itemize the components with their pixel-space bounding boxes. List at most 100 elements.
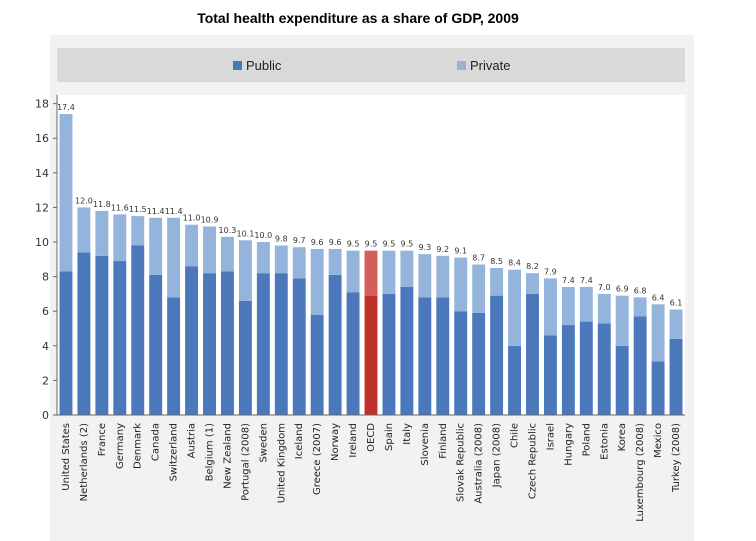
category-label: United States <box>61 423 72 491</box>
bar-public <box>149 274 163 415</box>
total-label: 11.4 <box>147 207 165 216</box>
bar-public <box>274 273 288 415</box>
bar-private <box>454 257 468 312</box>
total-label: 10.9 <box>201 215 219 224</box>
total-label: 6.9 <box>616 285 629 294</box>
category-label: Germany <box>115 423 126 469</box>
bar-public <box>579 321 593 415</box>
category-label: Korea <box>617 423 628 451</box>
total-label: 10.3 <box>219 226 237 235</box>
bar-private <box>400 250 414 287</box>
category-label: Czech Republic <box>527 423 538 499</box>
bar-private <box>508 269 522 346</box>
total-label: 6.1 <box>670 298 683 307</box>
bar-public <box>292 278 306 415</box>
total-label: 7.0 <box>598 283 611 292</box>
bar-private <box>113 214 127 262</box>
bar-private <box>274 245 288 274</box>
bar-private <box>238 240 252 301</box>
bar-private <box>633 297 647 317</box>
bar-public <box>597 323 611 415</box>
total-label: 9.3 <box>418 243 431 252</box>
category-label: Belgium (1) <box>205 423 216 481</box>
bar-public <box>669 338 683 415</box>
category-label: Norway <box>330 423 341 461</box>
bar-private <box>203 226 216 274</box>
category-label: Israel <box>545 423 556 450</box>
category-label: Australia (2008) <box>474 423 485 504</box>
legend-swatch-public <box>233 61 242 70</box>
bar-private <box>490 267 504 296</box>
bar-public <box>185 266 199 415</box>
total-label: 11.5 <box>129 205 147 214</box>
category-label: New Zealand <box>222 423 233 489</box>
bar-private <box>131 216 145 246</box>
bar-private <box>185 224 199 267</box>
y-tick-label: 0 <box>42 409 49 422</box>
y-tick-label: 4 <box>42 340 49 353</box>
y-tick-label: 6 <box>42 305 49 318</box>
total-label: 10.1 <box>236 229 254 238</box>
legend: Public Private <box>57 48 685 82</box>
category-label: Italy <box>402 423 413 445</box>
total-label: 7.4 <box>562 276 575 285</box>
total-label: 9.5 <box>383 240 396 249</box>
bar-public <box>651 361 665 415</box>
bar-private <box>149 217 163 275</box>
total-label: 10.0 <box>254 231 272 240</box>
y-tick-label: 14 <box>35 167 49 180</box>
y-tick-label: 8 <box>42 271 49 284</box>
bar-private <box>346 250 360 293</box>
legend-label-public: Public <box>246 58 282 73</box>
bar-public <box>167 297 181 415</box>
category-label: Spain <box>384 423 395 451</box>
bar-public <box>328 274 342 415</box>
category-label: Turkey (2008) <box>671 423 682 493</box>
category-label: Chile <box>510 423 521 448</box>
category-label: Slovenia <box>420 423 431 466</box>
bar-private <box>59 114 73 272</box>
category-label: Netherlands (2) <box>79 423 90 501</box>
total-label: 6.8 <box>634 286 647 295</box>
bar-private <box>436 255 450 298</box>
bar-public <box>310 314 324 415</box>
legend-item-private: Private <box>457 58 510 73</box>
total-label: 8.2 <box>526 262 539 271</box>
legend-item-public: Public <box>233 58 281 73</box>
bar-private <box>292 247 306 279</box>
category-label: Finland <box>438 423 449 459</box>
y-tick-label: 12 <box>35 201 49 214</box>
bar-private <box>310 248 324 315</box>
total-label: 8.4 <box>508 259 521 268</box>
bar-public <box>238 300 252 415</box>
bar-private <box>382 250 396 294</box>
category-label: Switzerland <box>169 423 180 481</box>
category-label: Ireland <box>348 423 359 458</box>
category-label: OECD <box>366 423 377 452</box>
total-label: 8.7 <box>472 254 485 263</box>
bar-public <box>454 311 468 415</box>
category-label: Sweden <box>258 423 269 463</box>
legend-label-private: Private <box>470 58 511 73</box>
category-label: Portugal (2008) <box>240 423 251 501</box>
category-label: Hungary <box>563 423 574 466</box>
bar-public <box>364 295 378 415</box>
y-tick-label: 10 <box>35 236 49 249</box>
category-label: Greece (2007) <box>312 423 323 495</box>
bar-private <box>561 287 575 326</box>
category-label: Iceland <box>294 423 305 459</box>
total-label: 9.5 <box>365 240 378 249</box>
bar-public <box>113 261 127 415</box>
bar-public <box>77 252 91 415</box>
bar-private <box>77 207 91 253</box>
bar-public <box>508 345 522 415</box>
bar-public <box>615 345 629 415</box>
bar-private <box>579 287 593 322</box>
bar-private <box>220 236 234 272</box>
y-tick-label: 16 <box>35 132 49 145</box>
bar-public <box>382 293 396 415</box>
total-label: 12.0 <box>75 196 93 205</box>
bar-public <box>472 312 486 415</box>
total-label: 11.0 <box>183 214 201 223</box>
